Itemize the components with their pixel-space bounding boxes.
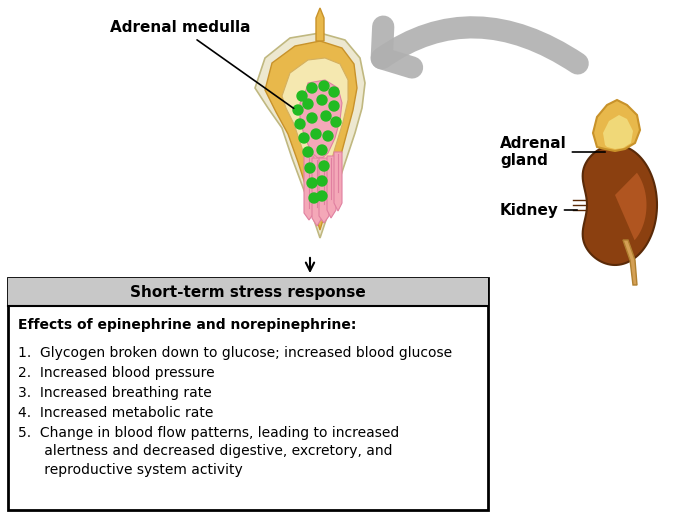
Text: 4.  Increased metabolic rate: 4. Increased metabolic rate: [18, 406, 214, 420]
Text: 3.  Increased breathing rate: 3. Increased breathing rate: [18, 386, 211, 400]
Circle shape: [319, 81, 329, 91]
Text: Short-term stress response: Short-term stress response: [130, 284, 366, 300]
Text: Adrenal
gland: Adrenal gland: [500, 136, 605, 168]
Text: Adrenal medulla: Adrenal medulla: [110, 20, 294, 108]
Text: Kidney: Kidney: [500, 202, 577, 217]
Circle shape: [321, 111, 331, 121]
Circle shape: [307, 113, 317, 123]
Text: 5.  Change in blood flow patterns, leading to increased
      alertness and decr: 5. Change in blood flow patterns, leadin…: [18, 426, 399, 477]
Circle shape: [317, 145, 327, 155]
Text: Effects of epinephrine and norepinephrine:: Effects of epinephrine and norepinephrin…: [18, 318, 356, 332]
Bar: [8, 278, 488, 306]
Polygon shape: [255, 33, 365, 238]
Polygon shape: [316, 8, 324, 41]
Circle shape: [303, 147, 313, 157]
Circle shape: [307, 178, 317, 188]
Polygon shape: [300, 80, 342, 160]
Circle shape: [317, 176, 327, 186]
Polygon shape: [312, 158, 322, 226]
Polygon shape: [623, 240, 637, 285]
Text: 1.  Glycogen broken down to glucose; increased blood glucose: 1. Glycogen broken down to glucose; incr…: [18, 346, 452, 360]
Circle shape: [295, 119, 305, 129]
Polygon shape: [319, 158, 329, 223]
Circle shape: [299, 133, 309, 143]
FancyArrowPatch shape: [381, 27, 578, 68]
Polygon shape: [327, 156, 336, 218]
Polygon shape: [583, 145, 657, 265]
Polygon shape: [282, 58, 348, 213]
Circle shape: [329, 87, 339, 97]
Polygon shape: [603, 115, 633, 149]
Polygon shape: [304, 156, 314, 220]
Circle shape: [317, 191, 327, 201]
Polygon shape: [334, 152, 342, 211]
Polygon shape: [615, 173, 647, 240]
Circle shape: [307, 83, 317, 93]
Circle shape: [331, 117, 341, 127]
Polygon shape: [265, 41, 357, 230]
Polygon shape: [593, 100, 640, 151]
Circle shape: [293, 105, 303, 115]
Circle shape: [323, 131, 333, 141]
Bar: [8, 278, 488, 510]
Circle shape: [303, 99, 313, 109]
Circle shape: [317, 95, 327, 105]
Circle shape: [311, 129, 321, 139]
Circle shape: [319, 161, 329, 171]
Circle shape: [305, 163, 315, 173]
Circle shape: [329, 101, 339, 111]
Circle shape: [309, 193, 319, 203]
Text: 2.  Increased blood pressure: 2. Increased blood pressure: [18, 366, 215, 380]
Circle shape: [297, 91, 307, 101]
